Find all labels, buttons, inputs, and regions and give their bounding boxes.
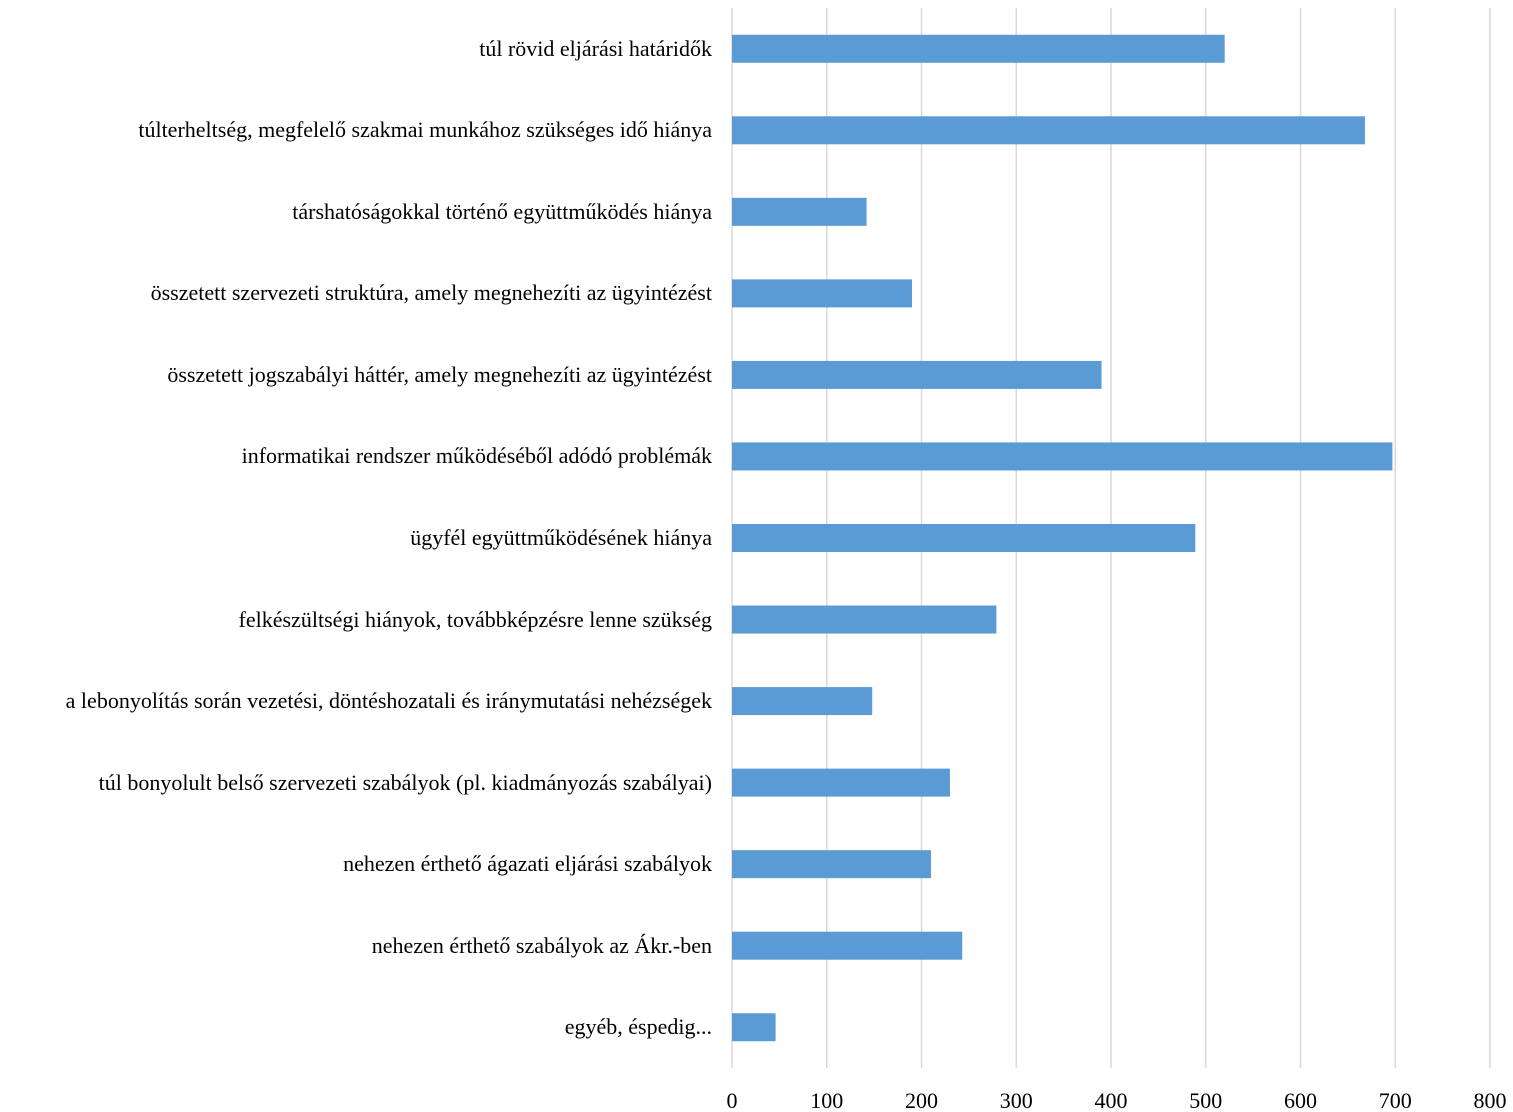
category-label-box: túlterheltség, megfelelő szakmai munkáho… xyxy=(0,90,712,170)
bar xyxy=(732,442,1393,471)
y-tick-label: informatikai rendszer működéséből adódó … xyxy=(241,443,712,469)
y-tick-label: ügyfél együttműködésének hiánya xyxy=(410,525,712,550)
bar xyxy=(732,931,963,960)
bar xyxy=(732,360,1102,389)
x-tick-label: 0 xyxy=(727,1088,738,1112)
bar xyxy=(732,197,867,226)
bar xyxy=(732,605,997,634)
x-tick-label: 500 xyxy=(1189,1088,1222,1112)
bar xyxy=(732,116,1365,145)
category-label-box: nehezen érthető ágazati eljárási szabály… xyxy=(0,824,712,904)
category-label-box: összetett jogszabályi háttér, amely megn… xyxy=(0,335,712,415)
bar xyxy=(732,279,913,308)
y-tick-label: nehezen érthető ágazati eljárási szabály… xyxy=(343,851,712,877)
y-tick-label: egyéb, éspedig... xyxy=(564,1014,712,1040)
y-tick-label: túl rövid eljárási határidők xyxy=(479,35,712,61)
x-tick-label: 100 xyxy=(810,1088,843,1112)
y-tick-label: nehezen érthető szabályok az Ákr.-ben xyxy=(371,932,712,958)
bar xyxy=(732,1013,776,1042)
x-tick-label: 200 xyxy=(905,1088,938,1112)
x-tick-label: 700 xyxy=(1379,1088,1412,1112)
x-tick-label: 600 xyxy=(1284,1088,1317,1112)
y-tick-label: túlterheltség, megfelelő szakmai munkáho… xyxy=(138,117,712,143)
category-label-box: a lebonyolítás során vezetési, döntéshoz… xyxy=(0,661,712,741)
x-tick-label: 300 xyxy=(1000,1088,1033,1112)
y-tick-label: túl bonyolult belső szervezeti szabályok… xyxy=(98,769,712,795)
category-label-box: ügyfél együttműködésének hiánya xyxy=(0,498,712,578)
category-label-box: túl bonyolult belső szervezeti szabályok… xyxy=(0,743,712,823)
bar xyxy=(732,687,873,716)
bar xyxy=(732,34,1225,63)
category-label-box: túl rövid eljárási határidők xyxy=(0,9,712,89)
y-tick-label: a lebonyolítás során vezetési, döntéshoz… xyxy=(65,688,712,714)
x-tick-label: 800 xyxy=(1474,1088,1507,1112)
category-label-box: nehezen érthető szabályok az Ákr.-ben xyxy=(0,906,712,986)
bar xyxy=(732,524,1196,552)
bar xyxy=(732,850,931,879)
y-tick-label: összetett jogszabályi háttér, amely megn… xyxy=(167,361,712,387)
category-label-box: felkészültségi hiányok, továbbképzésre l… xyxy=(0,580,712,660)
category-label-box: társhatóságokkal történő együttműködés h… xyxy=(0,172,712,252)
y-tick-label: felkészültségi hiányok, továbbképzésre l… xyxy=(238,606,712,632)
bar xyxy=(732,768,950,797)
category-label-box: összetett szervezeti struktúra, amely me… xyxy=(0,253,712,333)
y-tick-label: társhatóságokkal történő együttműködés h… xyxy=(292,198,712,224)
category-label-box: egyéb, éspedig... xyxy=(0,987,712,1067)
y-tick-label: összetett szervezeti struktúra, amely me… xyxy=(150,280,712,306)
x-tick-label: 400 xyxy=(1095,1088,1128,1112)
category-label-box: informatikai rendszer működéséből adódó … xyxy=(0,416,712,496)
